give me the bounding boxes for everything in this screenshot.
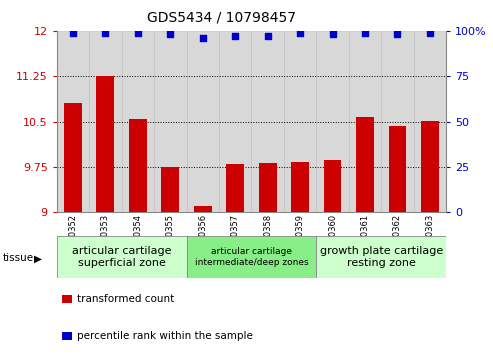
Text: articular cartilage
superficial zone: articular cartilage superficial zone	[72, 246, 172, 268]
Text: percentile rank within the sample: percentile rank within the sample	[77, 331, 253, 341]
Bar	[122, 31, 154, 212]
Bar	[388, 126, 406, 212]
Point	[393, 32, 401, 37]
Bar	[356, 117, 374, 212]
Text: tissue: tissue	[2, 253, 34, 264]
Point	[296, 30, 304, 36]
Bar	[421, 121, 439, 212]
Bar	[186, 31, 219, 212]
Bar	[381, 31, 414, 212]
Bar	[129, 119, 147, 212]
Text: ▶: ▶	[34, 253, 41, 264]
Bar	[317, 236, 446, 278]
Point	[102, 30, 109, 36]
Bar	[64, 103, 82, 212]
Bar	[219, 31, 251, 212]
Bar	[323, 160, 342, 212]
Bar	[317, 31, 349, 212]
Bar	[161, 167, 179, 212]
Point	[426, 30, 434, 36]
Text: growth plate cartilage
resting zone: growth plate cartilage resting zone	[319, 246, 443, 268]
Text: transformed count: transformed count	[77, 294, 175, 305]
Bar	[226, 164, 244, 212]
Bar	[251, 31, 284, 212]
Text: articular cartilage
intermediate/deep zones: articular cartilage intermediate/deep zo…	[195, 247, 308, 266]
Point	[264, 33, 272, 39]
Bar	[89, 31, 122, 212]
Point	[199, 35, 207, 41]
Bar	[186, 236, 317, 278]
Bar	[259, 163, 277, 212]
Bar	[57, 236, 186, 278]
Bar	[194, 206, 211, 212]
Bar	[97, 76, 114, 212]
Point	[361, 30, 369, 36]
Bar	[154, 31, 186, 212]
Point	[231, 33, 239, 39]
Point	[166, 32, 174, 37]
Bar	[414, 31, 446, 212]
Point	[134, 30, 142, 36]
Text: GDS5434 / 10798457: GDS5434 / 10798457	[147, 11, 296, 25]
Point	[329, 32, 337, 37]
Bar	[291, 162, 309, 212]
Bar	[57, 31, 89, 212]
Point	[69, 30, 77, 36]
Bar	[349, 31, 381, 212]
Bar	[284, 31, 317, 212]
